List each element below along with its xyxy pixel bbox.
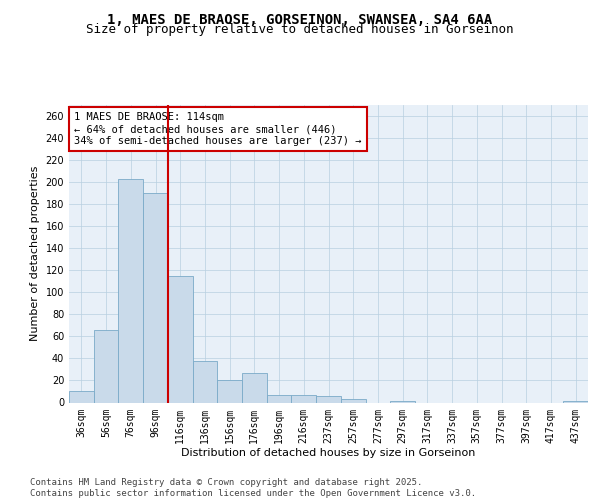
Bar [168,276,193,402]
Bar [267,395,292,402]
Bar [118,179,143,402]
Bar [143,193,168,402]
Bar [341,399,365,402]
Y-axis label: Number of detached properties: Number of detached properties [30,166,40,342]
Text: 1, MAES DE BRAOSE, GORSEINON, SWANSEA, SA4 6AA: 1, MAES DE BRAOSE, GORSEINON, SWANSEA, S… [107,12,493,26]
Bar [217,380,242,402]
Bar [316,396,341,402]
Bar [193,360,217,403]
Bar [69,392,94,402]
Bar [242,373,267,402]
Bar [94,330,118,402]
X-axis label: Distribution of detached houses by size in Gorseinon: Distribution of detached houses by size … [181,448,476,458]
Text: 1 MAES DE BRAOSE: 114sqm
← 64% of detached houses are smaller (446)
34% of semi-: 1 MAES DE BRAOSE: 114sqm ← 64% of detach… [74,112,362,146]
Bar [292,395,316,402]
Text: Size of property relative to detached houses in Gorseinon: Size of property relative to detached ho… [86,24,514,36]
Text: Contains HM Land Registry data © Crown copyright and database right 2025.
Contai: Contains HM Land Registry data © Crown c… [30,478,476,498]
